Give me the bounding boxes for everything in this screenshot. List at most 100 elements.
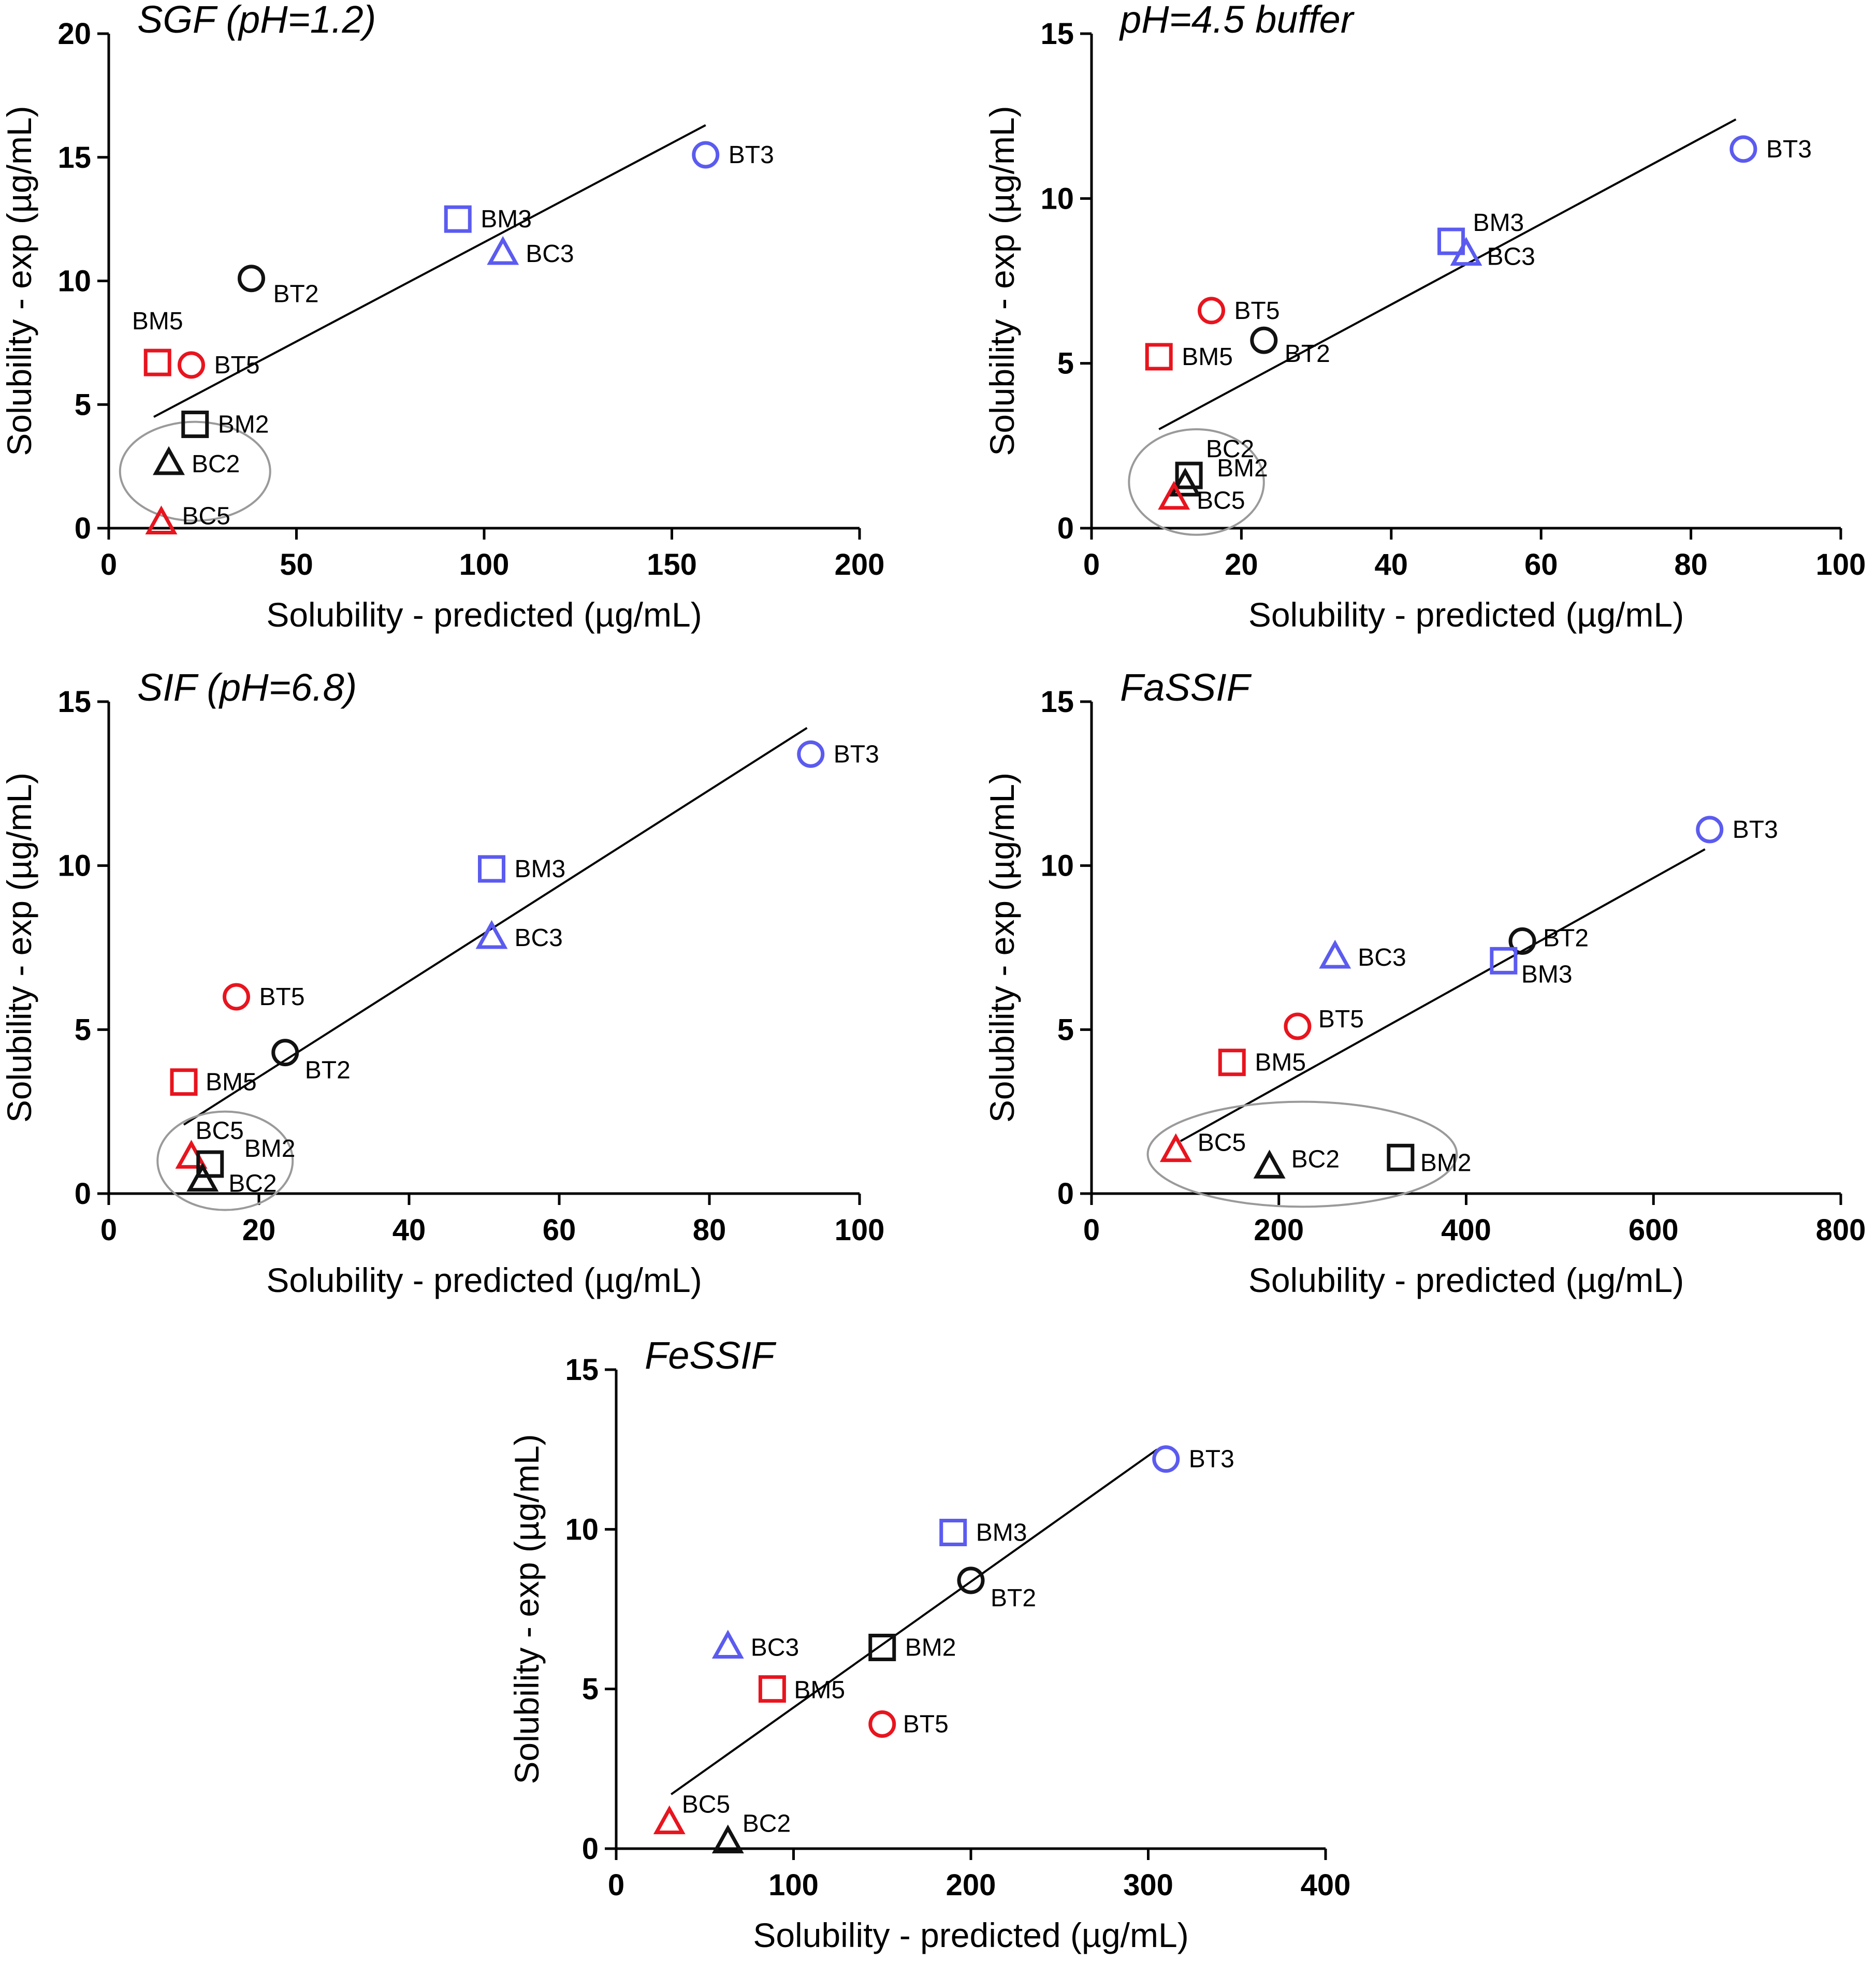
point-label-bt5: BT5 (1234, 297, 1280, 325)
x-tick-label: 200 (835, 548, 885, 582)
y-tick-label: 5 (1057, 1013, 1074, 1047)
highlight-ellipse (1128, 428, 1265, 536)
point-bm5 (143, 348, 171, 376)
x-tick-label: 20 (242, 1213, 276, 1247)
y-axis-label: Solubility - exp (µg/mL) (983, 106, 1021, 456)
x-tick-label: 0 (1083, 548, 1100, 582)
chart-panel-4: 0 200 400 600 800 0 5 10 15 Solubility - predicte… (983, 666, 1866, 1299)
point-bt3 (797, 740, 825, 768)
x-axis-label: Solubility - predicted (µg/mL) (1248, 595, 1684, 634)
point-bc5 (1159, 1133, 1192, 1163)
y-axis-label: Solubility - exp (µg/mL) (983, 773, 1021, 1123)
point-label-bm5: BM5 (206, 1069, 257, 1096)
chart-panel-1: 0 50 100 150 200 0 5 10 15 20 Solubility - predict… (0, 0, 884, 634)
x-axis-label: Solubility - predicted (µg/mL) (266, 595, 702, 634)
x-tick-label: 0 (100, 1213, 117, 1247)
x-axis-label: Solubility - predicted (µg/mL) (266, 1261, 702, 1299)
point-bt2 (957, 1566, 985, 1594)
point-label-bm3: BM3 (481, 206, 532, 233)
chart-panel-5: 0 100 200 300 400 0 5 10 15 Solubility - predicte… (507, 1334, 1350, 1954)
point-bc5 (653, 1805, 686, 1835)
y-tick-label: 15 (565, 1353, 599, 1387)
x-axis-label: Solubility - predicted (µg/mL) (753, 1916, 1188, 1954)
y-axis-label: Solubility - exp (µg/mL) (0, 773, 38, 1123)
point-label-bm2: BM2 (1420, 1149, 1472, 1176)
x-tick-label: 200 (946, 1868, 996, 1902)
point-label-bc2: BC2 (743, 1810, 791, 1838)
point-bm3 (444, 205, 472, 233)
y-tick-label: 15 (57, 685, 91, 719)
point-label-bt5: BT5 (1318, 1006, 1364, 1033)
highlight-ellipse (156, 1110, 294, 1211)
y-tick-label: 10 (1040, 849, 1074, 883)
point-bc5 (1158, 481, 1190, 510)
x-tick-label: 50 (280, 548, 313, 582)
x-tick-label: 0 (100, 548, 117, 582)
regression-line (671, 1448, 1158, 1795)
y-tick-label: 15 (1040, 685, 1074, 719)
highlight-ellipse (1146, 1100, 1458, 1208)
point-label-bc2: BC2 (192, 451, 240, 478)
point-bt3 (692, 141, 720, 169)
point-label-bc2: BC2 (1291, 1145, 1340, 1173)
point-label-bm5: BM5 (132, 308, 183, 335)
point-label-bm5: BM5 (1182, 343, 1233, 371)
point-label-bm3: BM3 (1521, 961, 1573, 988)
x-tick-label: 40 (392, 1213, 426, 1247)
x-tick-label: 40 (1375, 548, 1408, 582)
panel-title: SIF (pH=6.8) (137, 666, 357, 709)
point-label-bc5: BC5 (196, 1117, 244, 1144)
point-label-bc2: BC2 (228, 1170, 277, 1198)
point-bc2 (1253, 1150, 1286, 1179)
x-tick-label: 20 (1225, 548, 1258, 582)
point-label-bc3: BC3 (1487, 243, 1535, 271)
point-bc3 (475, 920, 508, 949)
point-label-bt5: BT5 (214, 352, 260, 379)
point-label-bt2: BT2 (1285, 340, 1330, 368)
y-tick-label: 15 (1040, 17, 1074, 51)
point-bm5 (170, 1068, 198, 1096)
x-axis-label: Solubility - predicted (µg/mL) (1248, 1261, 1684, 1299)
regression-line (1180, 848, 1706, 1142)
panel-title: pH=4.5 buffer (1119, 0, 1355, 41)
point-label-bt3: BT3 (1733, 816, 1778, 844)
point-label-bm2: BM2 (1217, 455, 1268, 482)
x-tick-label: 60 (1524, 548, 1558, 582)
y-tick-label: 0 (1057, 512, 1074, 545)
panel-title: FeSSIF (645, 1334, 777, 1377)
point-label-bt3: BT3 (1766, 136, 1812, 163)
point-bm2 (181, 410, 209, 438)
point-bc3 (711, 1630, 744, 1659)
highlight-ellipse (119, 420, 271, 522)
point-bt3 (1729, 135, 1757, 163)
x-tick-label: 60 (543, 1213, 576, 1247)
point-bc5 (175, 1140, 208, 1169)
point-label-bt2: BT2 (991, 1585, 1036, 1612)
point-bm3 (939, 1519, 967, 1546)
point-label-bt5: BT5 (259, 983, 305, 1011)
point-label-bc5: BC5 (182, 502, 230, 530)
point-bt5 (223, 983, 250, 1011)
point-label-bm5: BM5 (1255, 1049, 1306, 1077)
point-bt2 (238, 265, 265, 293)
y-tick-label: 0 (75, 1177, 91, 1211)
x-tick-label: 200 (1254, 1213, 1304, 1247)
point-label-bt2: BT2 (1543, 924, 1589, 952)
point-bm5 (1218, 1049, 1246, 1077)
point-label-bt2: BT2 (305, 1057, 351, 1084)
point-bt2 (1250, 326, 1278, 354)
point-bc5 (145, 505, 178, 534)
x-tick-label: 400 (1441, 1213, 1491, 1247)
point-label-bc3: BC3 (1358, 944, 1406, 971)
x-tick-label: 400 (1301, 1868, 1351, 1902)
point-bm3 (478, 855, 505, 883)
y-tick-label: 0 (1057, 1177, 1074, 1211)
regression-line (153, 124, 706, 418)
x-tick-label: 0 (1083, 1213, 1100, 1247)
point-label-bm3: BM3 (515, 855, 566, 883)
point-label-bm3: BM3 (1473, 209, 1524, 237)
point-bt2 (271, 1039, 299, 1067)
point-label-bm2: BM2 (244, 1135, 296, 1163)
y-tick-label: 10 (565, 1513, 599, 1546)
